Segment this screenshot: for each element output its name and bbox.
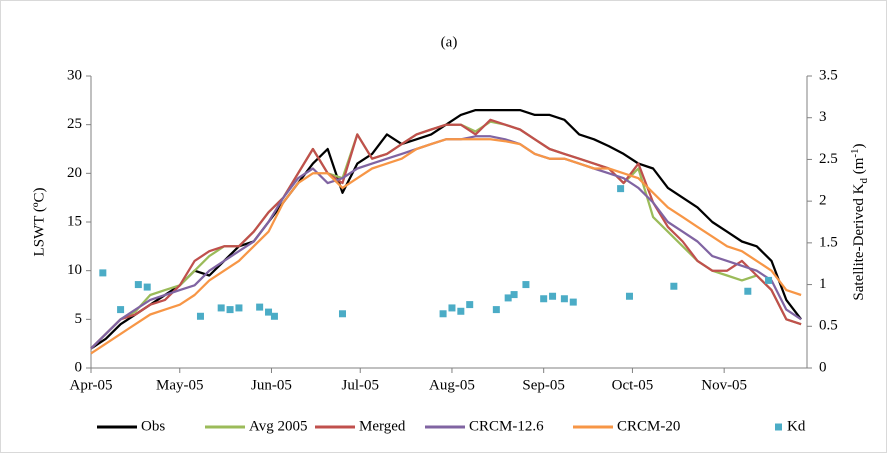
x-tick-label: Sep-05: [522, 377, 565, 393]
kd-point: [569, 298, 577, 306]
y2-tick-label: 2: [819, 193, 827, 209]
chart-title: (a): [441, 34, 458, 50]
kd-point: [765, 276, 773, 284]
x-tick-label: Nov-05: [701, 377, 747, 393]
y2-axis-label: Satellite-Derived Kd (m-1): [849, 143, 870, 300]
y2-tick-label: 0: [819, 359, 827, 375]
y2-tick-label: 1: [819, 276, 827, 292]
y2-tick-label: 3: [819, 109, 827, 125]
y-tick-label: 15: [67, 213, 82, 229]
y2-label-part: d: [858, 178, 870, 184]
legend-label: Merged: [359, 418, 406, 434]
kd-point: [265, 308, 273, 316]
x-tick-label: Aug-05: [429, 377, 475, 393]
x-tick-label: Jul-05: [341, 377, 379, 393]
kd-point: [670, 282, 678, 290]
kd-point: [744, 287, 752, 295]
legend-label: CRCM-12.6: [469, 418, 544, 434]
x-tick-label: Apr-05: [69, 377, 112, 393]
kd-point: [540, 295, 548, 303]
y2-tick-label: 1.5: [819, 234, 838, 250]
kd-point: [270, 312, 278, 320]
kd-point: [492, 306, 500, 314]
kd-point: [457, 307, 465, 315]
kd-point: [99, 269, 107, 277]
y2-tick-label: 0.5: [819, 318, 838, 334]
kd-point: [617, 185, 625, 193]
y-tick-label: 0: [75, 359, 83, 375]
legend-label: Obs: [141, 418, 165, 434]
x-tick-label: May-05: [156, 377, 204, 393]
kd-point: [217, 304, 225, 312]
kd-point: [235, 304, 243, 312]
legend-label: Kd: [787, 418, 806, 434]
kd-point: [522, 281, 530, 289]
series-line: [90, 118, 802, 350]
legend-label: CRCM-20: [617, 418, 680, 434]
kd-point: [466, 301, 474, 309]
y-tick-label: 20: [67, 165, 82, 181]
y-tick-label: 5: [75, 311, 83, 327]
y2-label-part: (m: [851, 157, 867, 178]
y2-tick-label: 2.5: [819, 151, 838, 167]
kd-point: [134, 281, 142, 289]
kd-point: [338, 310, 346, 318]
kd-point: [549, 292, 557, 300]
kd-point: [226, 306, 234, 314]
x-tick-label: Jun-05: [251, 377, 292, 393]
kd-point: [510, 291, 518, 299]
y2-label-part: Satellite-Derived K: [851, 183, 867, 300]
kd-point: [560, 295, 568, 303]
kd-point: [625, 292, 633, 300]
kd-point: [143, 283, 151, 291]
x-tick-label: Oct-05: [612, 377, 654, 393]
kd-point: [117, 306, 125, 314]
kd-point: [448, 304, 456, 312]
series-line: [90, 138, 802, 355]
kd-point: [504, 294, 512, 302]
kd-point: [256, 303, 264, 311]
legend-label: Avg 2005: [249, 418, 307, 434]
legend-marker: [775, 423, 782, 431]
y-tick-label: 30: [67, 67, 82, 83]
kd-point: [196, 312, 204, 320]
y-axis-label: LSWT (ºC): [31, 188, 47, 257]
y2-tick-label: 3.5: [819, 67, 838, 83]
y2-label-part: ): [851, 143, 867, 148]
kd-point: [439, 310, 447, 318]
y2-label-part: -1: [849, 148, 861, 157]
y-tick-label: 10: [67, 262, 82, 278]
y-tick-label: 25: [67, 116, 82, 132]
